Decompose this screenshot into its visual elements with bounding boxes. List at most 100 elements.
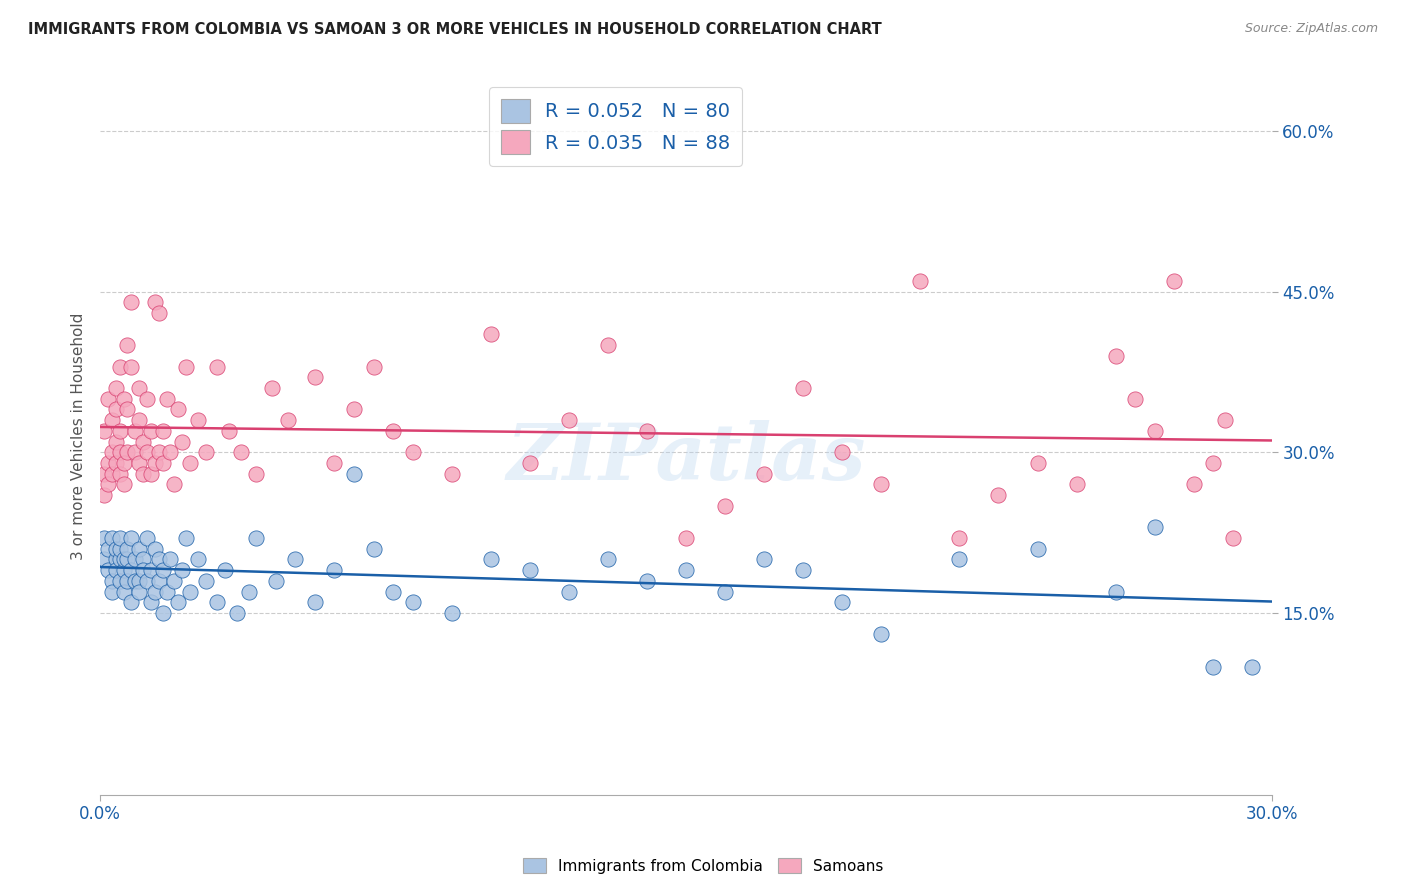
Point — [304, 370, 326, 384]
Point — [124, 552, 146, 566]
Point — [1026, 456, 1049, 470]
Point — [112, 456, 135, 470]
Text: Source: ZipAtlas.com: Source: ZipAtlas.com — [1244, 22, 1378, 36]
Point — [245, 467, 267, 481]
Point — [194, 574, 217, 588]
Point — [97, 477, 120, 491]
Point — [323, 563, 346, 577]
Point — [401, 445, 423, 459]
Point — [596, 338, 619, 352]
Point — [194, 445, 217, 459]
Point — [1182, 477, 1205, 491]
Point — [97, 563, 120, 577]
Point — [128, 574, 150, 588]
Point — [167, 595, 190, 609]
Point — [343, 402, 366, 417]
Point — [108, 541, 131, 556]
Point — [120, 359, 142, 374]
Point — [136, 574, 159, 588]
Point — [143, 541, 166, 556]
Point — [128, 541, 150, 556]
Point — [148, 574, 170, 588]
Point — [101, 531, 124, 545]
Point — [97, 541, 120, 556]
Point — [179, 456, 201, 470]
Point — [596, 552, 619, 566]
Point — [870, 477, 893, 491]
Point — [172, 563, 194, 577]
Point — [108, 445, 131, 459]
Y-axis label: 3 or more Vehicles in Household: 3 or more Vehicles in Household — [72, 312, 86, 560]
Point — [108, 467, 131, 481]
Point — [1241, 659, 1264, 673]
Point — [948, 531, 970, 545]
Point — [284, 552, 307, 566]
Point — [167, 402, 190, 417]
Point — [148, 552, 170, 566]
Point — [120, 531, 142, 545]
Point — [139, 424, 162, 438]
Point — [117, 402, 139, 417]
Point — [155, 584, 177, 599]
Point — [117, 541, 139, 556]
Point — [1143, 520, 1166, 534]
Point — [714, 584, 737, 599]
Point — [870, 627, 893, 641]
Point — [152, 563, 174, 577]
Point — [97, 456, 120, 470]
Point — [97, 392, 120, 406]
Point — [139, 467, 162, 481]
Point — [143, 295, 166, 310]
Point — [155, 392, 177, 406]
Point — [179, 584, 201, 599]
Point — [1222, 531, 1244, 545]
Point — [117, 574, 139, 588]
Point — [163, 574, 186, 588]
Point — [93, 467, 115, 481]
Point — [120, 595, 142, 609]
Point — [108, 424, 131, 438]
Point — [1104, 584, 1126, 599]
Point — [479, 552, 502, 566]
Point — [304, 595, 326, 609]
Point — [101, 445, 124, 459]
Point — [214, 563, 236, 577]
Point — [987, 488, 1010, 502]
Point — [124, 574, 146, 588]
Point — [93, 552, 115, 566]
Point — [104, 402, 127, 417]
Point — [104, 456, 127, 470]
Point — [187, 552, 209, 566]
Point — [910, 274, 932, 288]
Point — [229, 445, 252, 459]
Point — [124, 445, 146, 459]
Point — [675, 531, 697, 545]
Point — [128, 413, 150, 427]
Point — [139, 563, 162, 577]
Point — [112, 584, 135, 599]
Point — [143, 456, 166, 470]
Point — [1163, 274, 1185, 288]
Text: ZIPatlas: ZIPatlas — [506, 419, 866, 496]
Point — [104, 541, 127, 556]
Point — [104, 381, 127, 395]
Point — [1026, 541, 1049, 556]
Point — [382, 424, 405, 438]
Point — [479, 327, 502, 342]
Point — [108, 552, 131, 566]
Point — [260, 381, 283, 395]
Point — [948, 552, 970, 566]
Point — [120, 295, 142, 310]
Legend: R = 0.052   N = 80, R = 0.035   N = 88: R = 0.052 N = 80, R = 0.035 N = 88 — [489, 87, 742, 166]
Point — [108, 574, 131, 588]
Point — [139, 595, 162, 609]
Point — [112, 563, 135, 577]
Point — [124, 424, 146, 438]
Point — [558, 584, 581, 599]
Point — [143, 584, 166, 599]
Point — [117, 552, 139, 566]
Point — [93, 488, 115, 502]
Point — [148, 306, 170, 320]
Point — [152, 456, 174, 470]
Point — [112, 552, 135, 566]
